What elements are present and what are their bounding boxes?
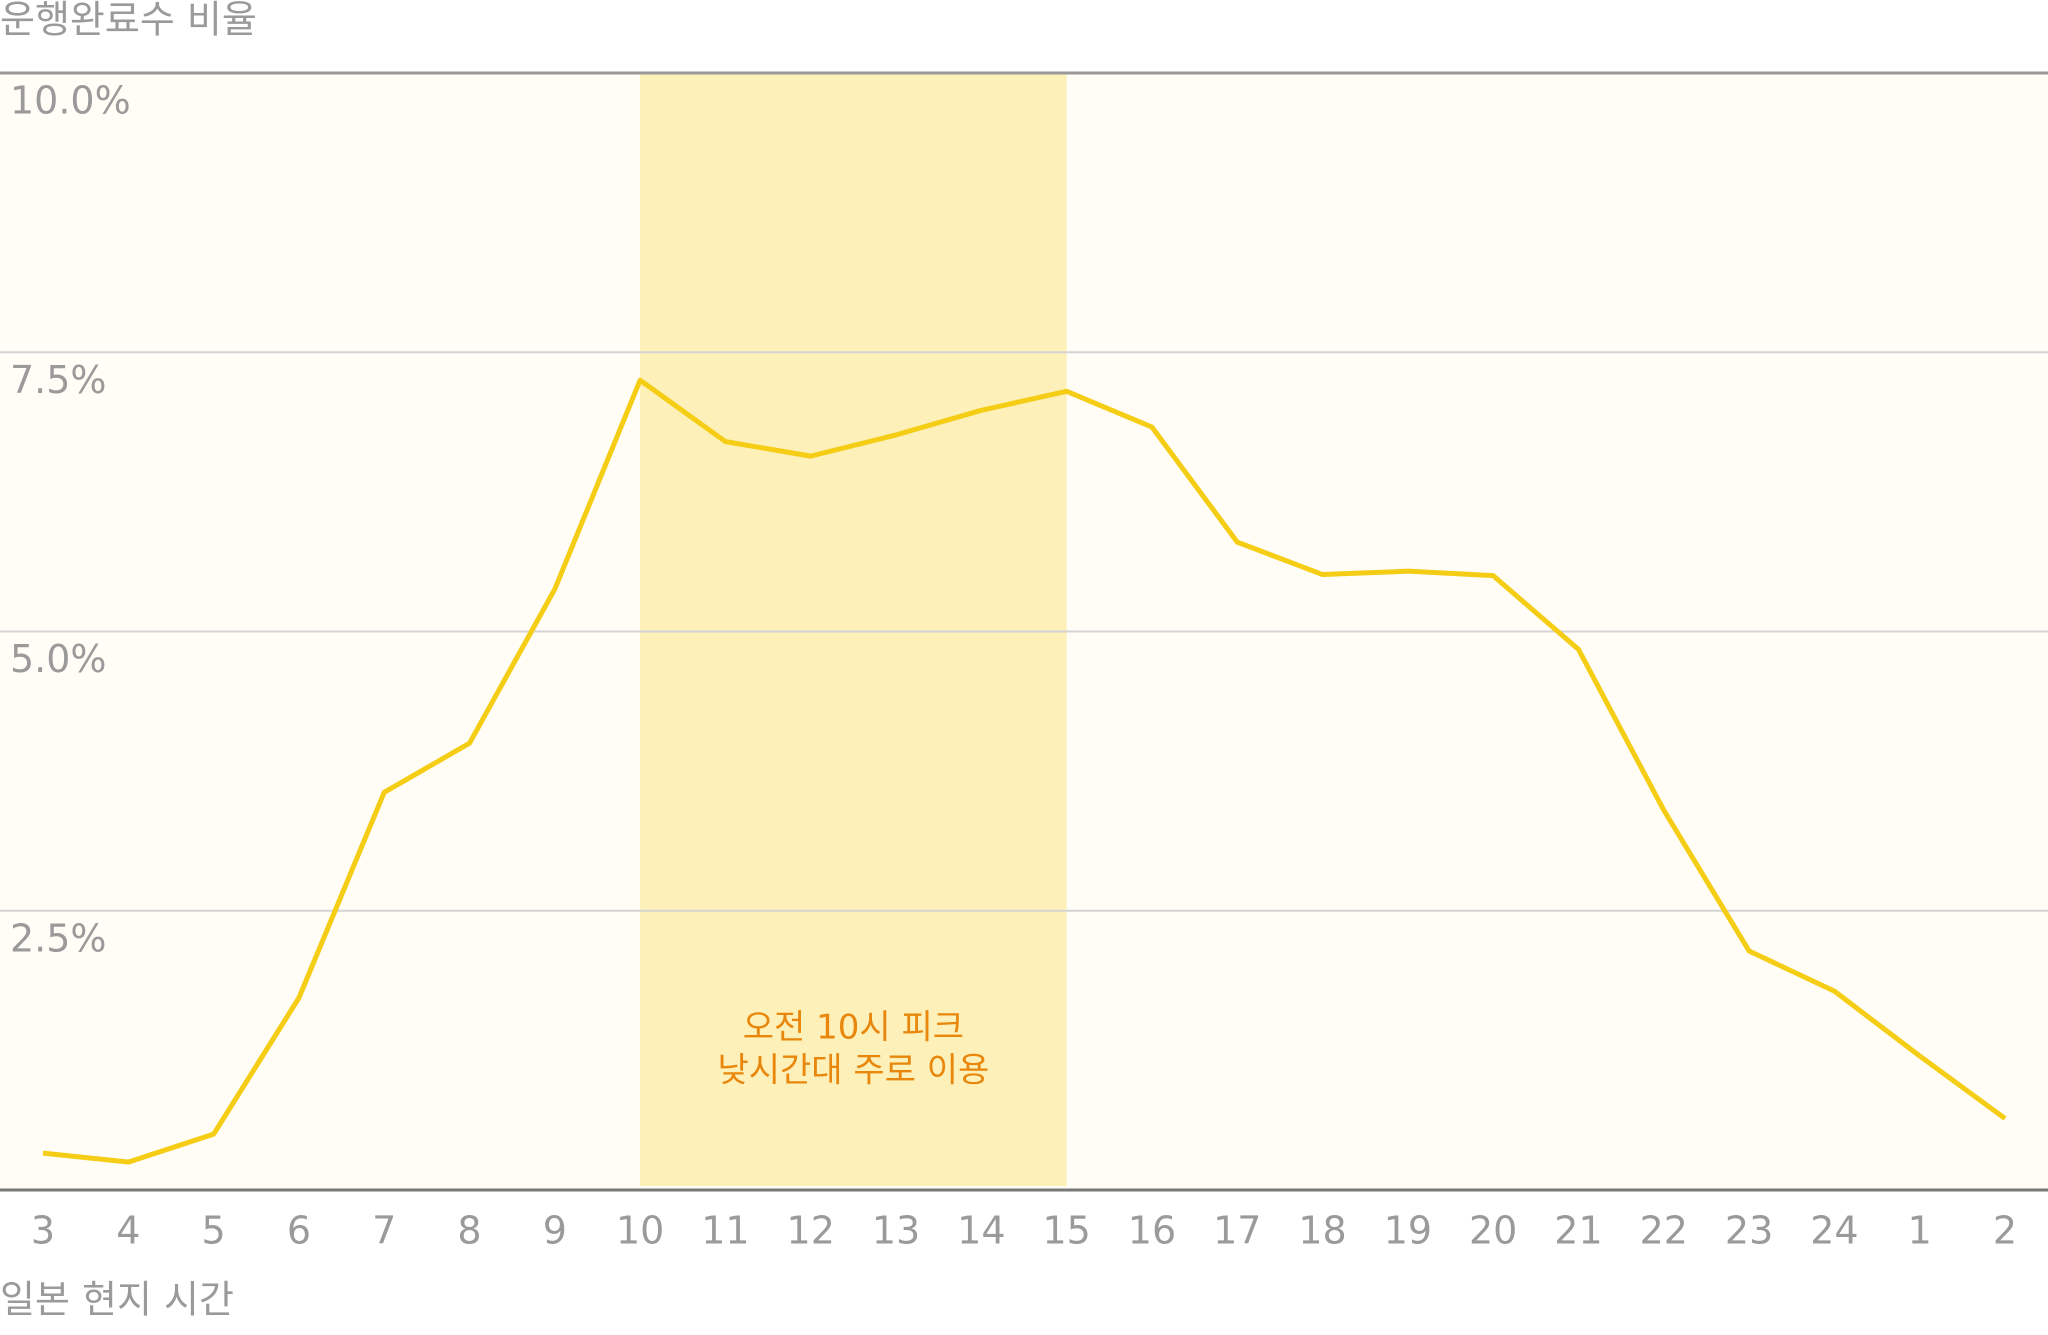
data-line bbox=[42, 377, 2007, 1165]
x-tick-label: 8 bbox=[457, 1209, 481, 1253]
x-tick-label: 22 bbox=[1640, 1209, 1688, 1253]
x-tick-label: 10 bbox=[616, 1209, 664, 1253]
y-tick-label: 5.0% bbox=[10, 637, 107, 681]
y-tick-label: 10.0% bbox=[10, 79, 131, 123]
highlight-band bbox=[640, 73, 1067, 1186]
x-tick-label: 1 bbox=[1908, 1209, 1932, 1253]
annotation: 낮시간대 주로 이용 bbox=[717, 1051, 989, 1091]
x-tick-label: 7 bbox=[372, 1209, 396, 1253]
y-tick-label: 2.5% bbox=[10, 916, 107, 960]
x-tick-label: 14 bbox=[957, 1209, 1005, 1253]
x-tick-label: 21 bbox=[1554, 1209, 1602, 1253]
x-tick-label: 9 bbox=[543, 1209, 567, 1253]
x-axis-label: 일본 현지 시간 bbox=[0, 1278, 234, 1322]
annotation: 오전 10시 피크 bbox=[743, 1008, 964, 1048]
x-tick-label: 18 bbox=[1298, 1209, 1346, 1253]
x-tick-label: 24 bbox=[1810, 1209, 1858, 1253]
x-tick-label: 6 bbox=[287, 1209, 311, 1253]
x-tick-label: 5 bbox=[202, 1209, 226, 1253]
x-tick-label: 17 bbox=[1213, 1209, 1261, 1253]
x-tick-label: 12 bbox=[787, 1209, 835, 1253]
y-tick-label: 7.5% bbox=[10, 358, 107, 402]
x-tick-label: 3 bbox=[31, 1209, 55, 1253]
x-tick-label: 11 bbox=[701, 1209, 749, 1253]
x-tick-label: 4 bbox=[116, 1209, 140, 1253]
x-tick-label: 19 bbox=[1384, 1209, 1432, 1253]
x-tick-label: 13 bbox=[872, 1209, 920, 1253]
x-tick-label: 23 bbox=[1725, 1209, 1773, 1253]
x-tick-label: 20 bbox=[1469, 1209, 1517, 1253]
x-tick-label: 16 bbox=[1128, 1209, 1176, 1253]
x-tick-label: 2 bbox=[1993, 1209, 2017, 1253]
x-tick-label: 15 bbox=[1042, 1209, 1090, 1253]
chart-title: 운행완료수 비율 bbox=[0, 0, 257, 42]
